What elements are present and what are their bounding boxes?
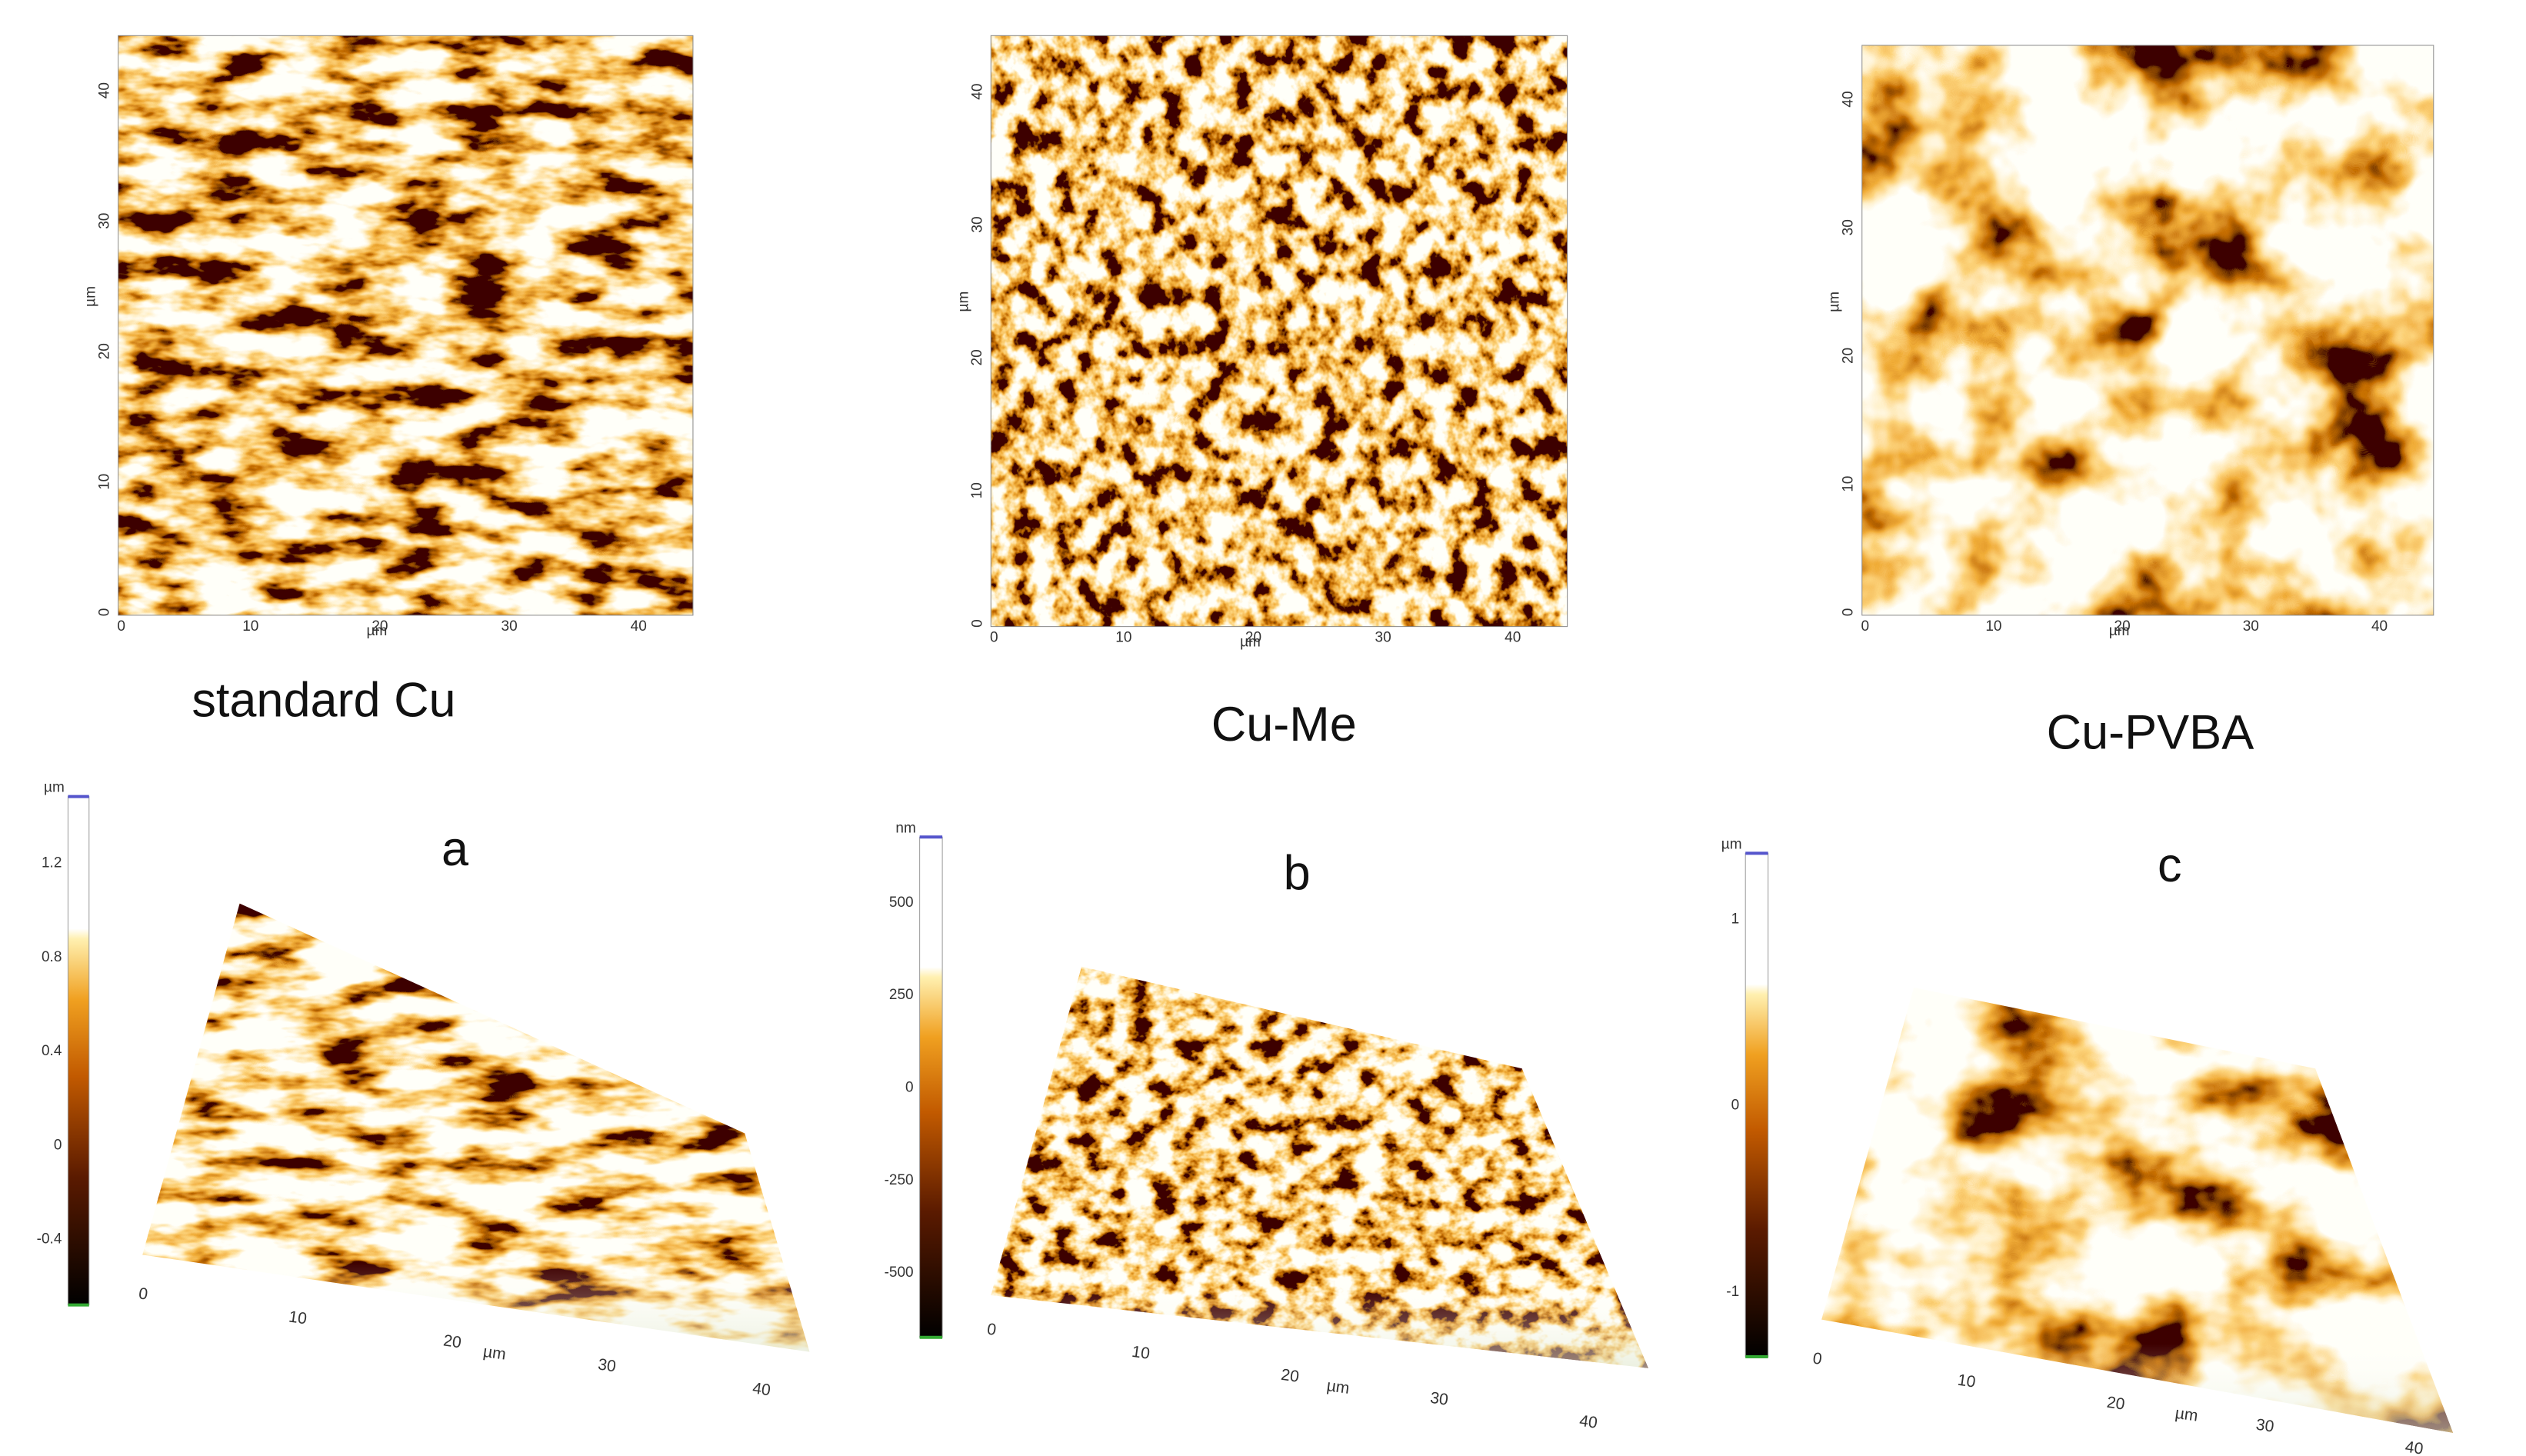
surface-x-tick: 0 [138, 1284, 149, 1303]
surface-x-tick: 30 [1429, 1389, 1449, 1409]
map-x-tick: 10 [242, 618, 258, 635]
map-x-tick: 0 [990, 630, 998, 646]
map-x-unit: µm [1240, 635, 1261, 651]
map-x-tick: 20 [1245, 630, 1261, 646]
map-y-tick: 20 [1841, 348, 1857, 364]
colorbar-tick: 1 [1731, 911, 1740, 927]
sample-label: standard Cu [192, 673, 455, 727]
sample-label: Cu-Me [1211, 698, 1357, 751]
map-y-tick: 10 [1841, 476, 1857, 492]
map-y-tick: 20 [969, 349, 985, 365]
surface-x-tick: 40 [751, 1379, 771, 1399]
surface-x-tick: 30 [2254, 1416, 2274, 1436]
map-y-tick: 10 [969, 482, 985, 498]
map-x-tick: 30 [2243, 618, 2259, 635]
map-y-tick: 0 [97, 608, 113, 617]
map-y-tick: 30 [97, 213, 113, 229]
colorbar-tick: -0.4 [37, 1231, 62, 1248]
map-y-tick: 40 [97, 82, 113, 98]
map-y-tick: 0 [969, 619, 985, 628]
surface-x-tick: 30 [597, 1355, 617, 1375]
colorbar-tick: 0 [905, 1080, 914, 1096]
colorbar-tick: 1.2 [42, 855, 62, 871]
map-y-tick: 30 [969, 216, 985, 232]
map-x-tick: 0 [1861, 618, 1869, 635]
map-y-tick: 40 [969, 84, 985, 100]
colorbar-tick: 0 [54, 1137, 62, 1153]
surface-x-tick: 20 [1280, 1366, 1300, 1386]
surface-x-unit: µm [2174, 1404, 2199, 1425]
surface-x-unit: µm [482, 1343, 508, 1364]
panel-letter: a [442, 822, 469, 876]
map-x-tick: 30 [1375, 630, 1391, 646]
colorbar-tick: -1 [1726, 1284, 1739, 1300]
panel: 0 10 20 30 40010203040µmµmCu-PVBAµm10-1c0102… [1721, 45, 2454, 1456]
colorbar-unit: µm [44, 780, 65, 796]
colorbar-tick: 0.8 [42, 949, 62, 965]
afm-map [991, 35, 1568, 627]
surface-x-tick: 10 [1957, 1371, 1977, 1391]
map-x-tick: 20 [2114, 618, 2131, 635]
afm-map [1861, 45, 2434, 615]
map-x-tick: 30 [502, 618, 518, 635]
colorbar-tick: 250 [889, 987, 914, 1003]
map-frame [990, 35, 1568, 628]
map-frame [1861, 45, 2434, 616]
map-y-tick: 10 [97, 474, 113, 490]
colorbar-tick: 500 [889, 895, 914, 911]
colorbar-tick: 0 [1731, 1098, 1740, 1114]
map-x-tick: 20 [372, 618, 388, 635]
map-y-unit: µm [1827, 292, 1843, 312]
surface-front-shade [142, 903, 810, 1352]
panel: 0 10 20 30 40 0 10 20 30 40 µm µm Cu-Me nm 500 250 0 -250… [885, 35, 1648, 1432]
colorbar-tick: -250 [885, 1172, 914, 1188]
map-y-tick: 20 [97, 343, 113, 359]
surface-x-tick: 20 [2105, 1394, 2125, 1414]
surface-x-tick: 40 [1578, 1412, 1598, 1432]
map-x-tick: 40 [1505, 630, 1521, 646]
colorbar-tick: 0.4 [42, 1043, 62, 1059]
map-x-unit: µm [367, 623, 388, 639]
map-y-tick: 0 [1841, 608, 1857, 617]
surface-x-tick: 0 [986, 1321, 998, 1339]
colorbar-unit: nm [895, 820, 915, 836]
colorbar [1745, 852, 1769, 1358]
afm-map [118, 35, 693, 615]
map-x-unit: µm [2109, 623, 2130, 639]
surface-front-shade [991, 966, 1648, 1368]
surface-x-tick: 0 [1811, 1350, 1823, 1368]
surface-x-tick: 20 [442, 1331, 462, 1351]
surface-x-tick: 10 [288, 1308, 308, 1328]
colorbar-tick: -500 [885, 1264, 914, 1281]
surface-x-unit: µm [1325, 1377, 1351, 1398]
panel: 0 10 20 30 40 0 10 20 30 40 µm µm standard Cu µm 1.2 0.… [37, 35, 810, 1400]
surface-x-tick: 40 [2404, 1438, 2424, 1456]
map-x-tick: 40 [631, 618, 647, 635]
colorbar [919, 836, 943, 1338]
map-x-tick: 10 [1115, 630, 1131, 646]
map-y-tick: 40 [1841, 91, 1857, 107]
colorbar-unit: µm [1721, 836, 1742, 852]
panel-letter: b [1284, 847, 1311, 901]
map-x-tick: 40 [2371, 618, 2388, 635]
sample-label: Cu-PVBA [2047, 706, 2254, 760]
colorbar [67, 796, 90, 1306]
map-x-tick: 10 [1985, 618, 2001, 635]
map-frame [118, 35, 694, 616]
surface-front-shade [1821, 988, 2454, 1433]
map-x-tick: 0 [117, 618, 125, 635]
panel-letter: c [2158, 838, 2182, 892]
map-y-unit: µm [955, 292, 971, 312]
map-y-unit: µm [83, 286, 99, 307]
surface-x-tick: 10 [1131, 1343, 1151, 1363]
map-y-tick: 30 [1841, 219, 1857, 235]
